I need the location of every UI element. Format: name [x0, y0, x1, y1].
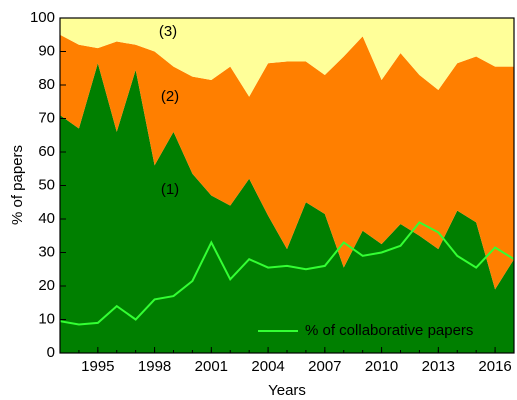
x-axis-title: Years — [268, 382, 306, 399]
y-tick-label: 20 — [38, 277, 55, 294]
x-tick-label: 2010 — [365, 358, 398, 375]
y-tick-label: 90 — [38, 42, 55, 59]
x-tick-label: 2013 — [422, 358, 455, 375]
y-tick-label: 70 — [38, 109, 55, 126]
area — [60, 18, 514, 97]
y-tick-label: 80 — [38, 76, 55, 93]
line — [59, 221, 515, 326]
area-label: (2) — [161, 88, 179, 105]
x-tick-label: 2001 — [195, 358, 228, 375]
x-tick-label: 2007 — [308, 358, 341, 375]
y-tick-label: 60 — [38, 143, 55, 160]
x-tick-label: 1995 — [81, 358, 114, 375]
area — [60, 34, 514, 290]
y-tick-label: 40 — [38, 210, 55, 227]
x-tick-label: 1998 — [138, 358, 171, 375]
x-tick-label: 2016 — [478, 358, 511, 375]
x-tick-label: 2004 — [251, 358, 284, 375]
y-tick-label: 100 — [30, 9, 55, 26]
legend-label: % of collaborative papers — [305, 322, 473, 339]
y-axis-title: % of papers — [9, 145, 26, 225]
y-tick-label: 50 — [38, 176, 55, 193]
y-tick-label: 30 — [38, 243, 55, 260]
area-label: (3) — [159, 23, 177, 40]
y-tick-label: 10 — [38, 310, 55, 327]
y-tick-label: 0 — [47, 344, 55, 361]
area-label: (1) — [161, 181, 179, 198]
area — [60, 63, 514, 353]
